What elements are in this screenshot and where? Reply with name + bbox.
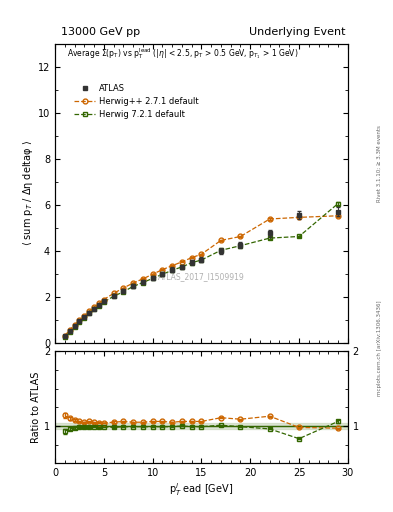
X-axis label: p$_T^l$ ead [GeV]: p$_T^l$ ead [GeV]: [169, 481, 233, 498]
Text: 13000 GeV pp: 13000 GeV pp: [61, 27, 140, 37]
Bar: [55, 423, 348, 429]
Y-axis label: ⟨ sum p$_T$ / Δη deltaφ ⟩: ⟨ sum p$_T$ / Δη deltaφ ⟩: [21, 140, 35, 246]
Text: Underlying Event: Underlying Event: [248, 27, 345, 37]
Text: Rivet 3.1.10; ≥ 3.3M events: Rivet 3.1.10; ≥ 3.3M events: [377, 125, 382, 202]
Text: ATLAS_2017_I1509919: ATLAS_2017_I1509919: [158, 272, 245, 282]
Text: Average $\Sigma$(p$_\mathrm{T}$) vs p$_\mathrm{T}^\mathrm{lead}$ (|$\eta$| < 2.5: Average $\Sigma$(p$_\mathrm{T}$) vs p$_\…: [67, 47, 298, 61]
Y-axis label: Ratio to ATLAS: Ratio to ATLAS: [31, 372, 41, 443]
Text: mcplots.cern.ch [arXiv:1306.3436]: mcplots.cern.ch [arXiv:1306.3436]: [377, 301, 382, 396]
Legend: ATLAS, Herwig++ 2.7.1 default, Herwig 7.2.1 default: ATLAS, Herwig++ 2.7.1 default, Herwig 7.…: [71, 80, 202, 122]
